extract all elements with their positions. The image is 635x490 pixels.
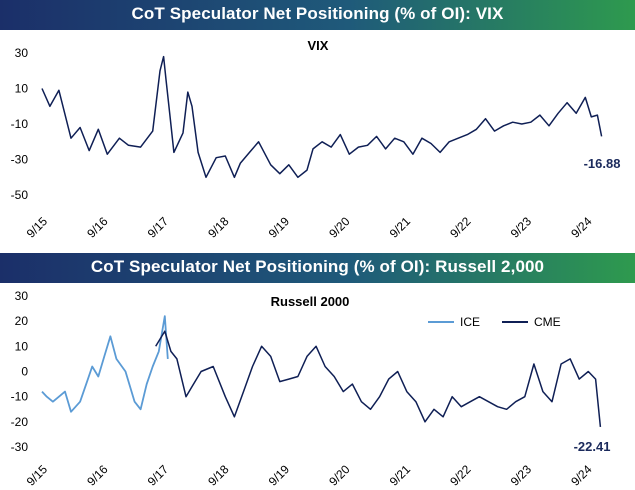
russell-chart-banner-title: CoT Speculator Net Positioning (% of OI)… bbox=[90, 257, 545, 276]
vix-last-value-label: -16.88 bbox=[584, 156, 621, 171]
vix-y-tick-label: -30 bbox=[11, 153, 29, 167]
russell-chart: 30 20 10 0 -10 -20 -30 9/15 9/16 9/17 9/18 9/19 9/20… bbox=[11, 289, 611, 489]
vix-y-tick-label: 10 bbox=[15, 82, 29, 96]
russell-y-tick-label: 0 bbox=[21, 365, 28, 379]
russell-y-tick-label: 30 bbox=[15, 289, 29, 303]
vix-x-tick-label: 9/20 bbox=[326, 214, 353, 241]
russell-x-tick-label: 9/20 bbox=[326, 462, 353, 489]
russell-x-tick-label: 9/18 bbox=[205, 462, 232, 489]
russell-x-tick-label: 9/17 bbox=[145, 462, 172, 489]
russell-y-tick-label: 20 bbox=[15, 314, 29, 328]
vix-series-line bbox=[41, 55, 603, 179]
russell-x-tick-label: 9/16 bbox=[84, 462, 111, 489]
russell-y-tick-label: 10 bbox=[15, 339, 29, 353]
russell-ice-series-line bbox=[41, 315, 169, 413]
vix-x-tick-label: 9/16 bbox=[84, 214, 111, 241]
russell-cme-series-line bbox=[155, 330, 602, 427]
vix-x-tick-label: 9/21 bbox=[387, 214, 414, 241]
vix-x-tick-label: 9/22 bbox=[447, 214, 474, 241]
russell-chart-banner: CoT Speculator Net Positioning (% of OI)… bbox=[0, 253, 635, 283]
vix-x-tick-label: 9/23 bbox=[508, 214, 535, 241]
russell-y-tick-label: -20 bbox=[11, 415, 29, 429]
vix-chart: 30 10 -10 -30 -50 9/15 9/16 9/17 9/18 9/19 9/20 9/2… bbox=[11, 38, 621, 241]
vix-chart-title: VIX bbox=[308, 38, 329, 53]
russell-y-tick-label: -30 bbox=[11, 440, 29, 454]
russell-x-tick-label: 9/22 bbox=[447, 462, 474, 489]
vix-chart-banner-title: CoT Speculator Net Positioning (% of OI)… bbox=[131, 4, 504, 23]
russell-last-value-label: -22.41 bbox=[574, 439, 611, 454]
vix-x-tick-label: 9/24 bbox=[568, 214, 595, 241]
vix-x-tick-label: 9/19 bbox=[266, 214, 293, 241]
russell-y-tick-label: -10 bbox=[11, 390, 29, 404]
vix-y-tick-label: 30 bbox=[15, 46, 29, 60]
russell-x-tick-label: 9/19 bbox=[266, 462, 293, 489]
russell-x-tick-label: 9/15 bbox=[24, 462, 51, 489]
vix-x-tick-label: 9/18 bbox=[205, 214, 232, 241]
vix-chart-banner: CoT Speculator Net Positioning (% of OI)… bbox=[0, 0, 635, 30]
vix-y-tick-label: -50 bbox=[11, 188, 29, 202]
russell-x-tick-label: 9/21 bbox=[387, 462, 414, 489]
vix-x-tick-label: 9/15 bbox=[24, 214, 51, 241]
vix-y-tick-label: -10 bbox=[11, 117, 29, 131]
russell-legend-ice-label: ICE bbox=[460, 315, 480, 329]
russell-x-tick-label: 9/23 bbox=[508, 462, 535, 489]
vix-x-tick-label: 9/17 bbox=[145, 214, 172, 241]
russell-legend-cme-label: CME bbox=[534, 315, 561, 329]
russell-x-tick-label: 9/24 bbox=[568, 462, 595, 489]
russell-chart-title: Russell 2000 bbox=[271, 294, 350, 309]
